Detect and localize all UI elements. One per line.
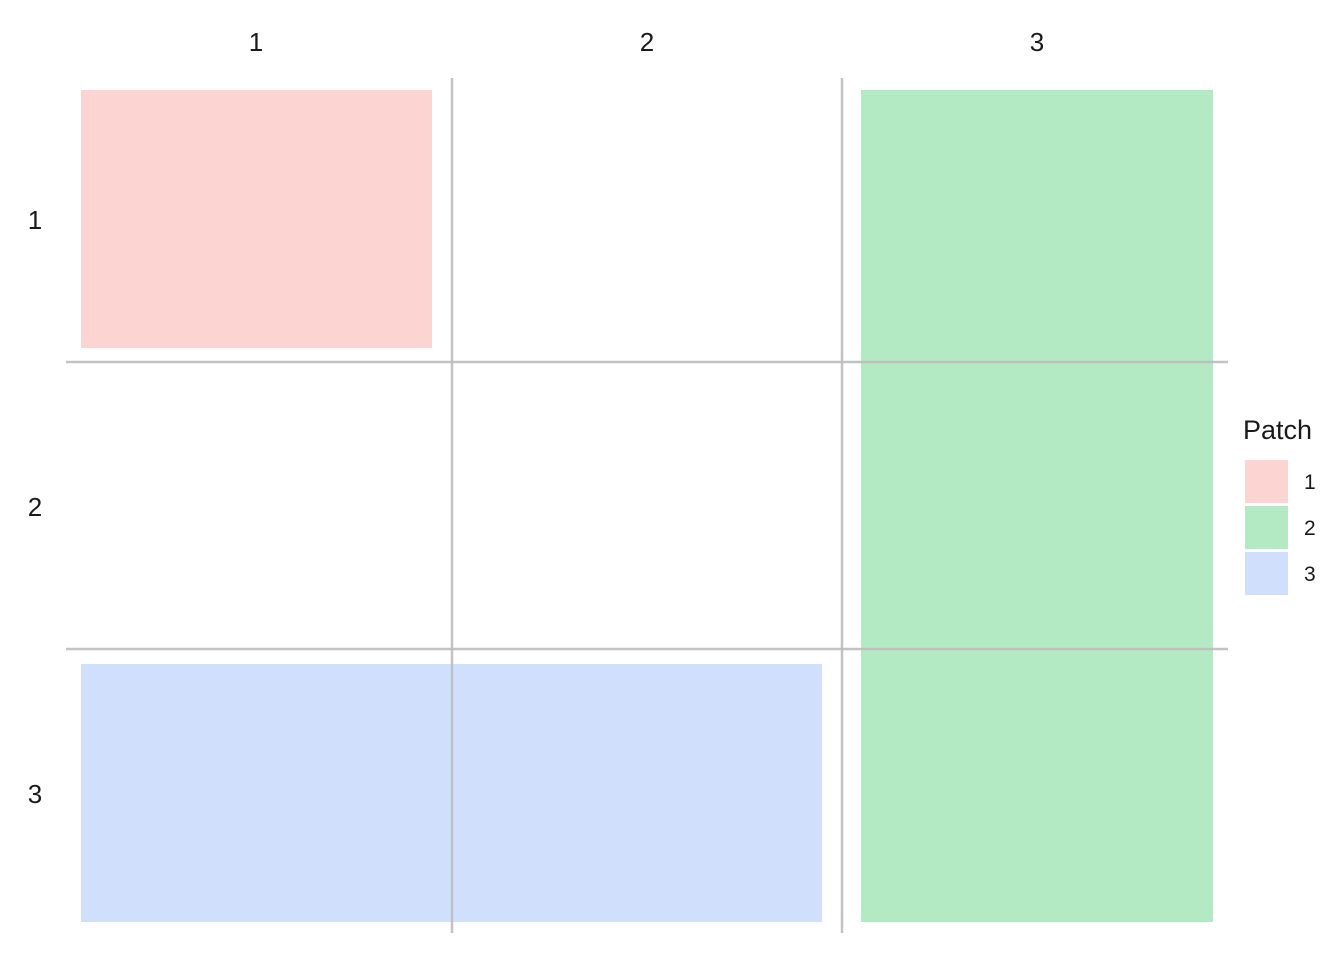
legend-title: Patch — [1243, 415, 1312, 445]
patches-layer — [81, 90, 1213, 922]
legend: Patch 1 2 3 — [1243, 415, 1316, 595]
legend-swatch-1 — [1245, 460, 1288, 503]
column-label-2: 2 — [640, 27, 654, 57]
patch-2 — [861, 90, 1213, 922]
column-label-3: 3 — [1030, 27, 1044, 57]
legend-label-3: 3 — [1304, 563, 1316, 586]
row-label-3: 3 — [28, 779, 42, 809]
column-label-1: 1 — [249, 27, 263, 57]
legend-label-1: 1 — [1304, 471, 1316, 494]
legend-swatch-3 — [1245, 552, 1288, 595]
legend-swatch-2 — [1245, 506, 1288, 549]
row-label-2: 2 — [28, 492, 42, 522]
legend-label-2: 2 — [1304, 517, 1316, 540]
patch-1 — [81, 90, 432, 348]
gridlines-layer — [66, 78, 1228, 933]
row-label-1: 1 — [28, 205, 42, 235]
